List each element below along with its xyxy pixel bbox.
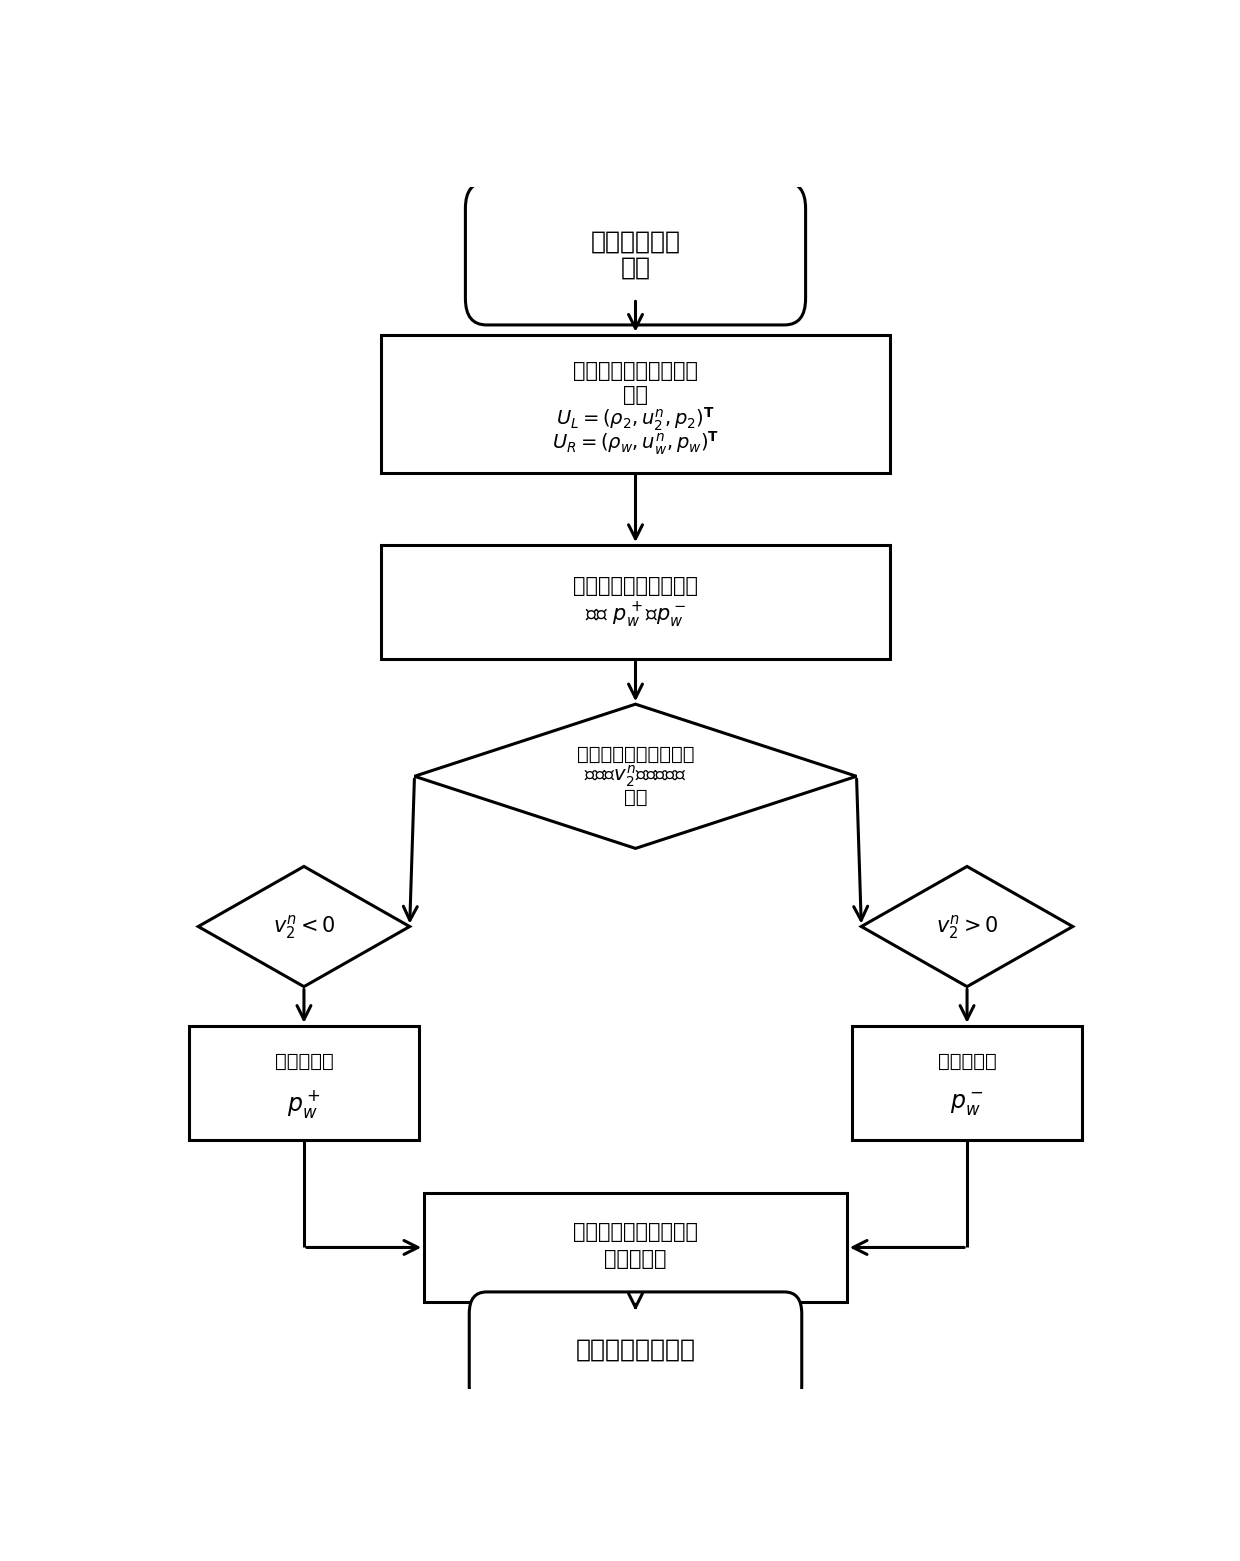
Text: 向速度$\boldsymbol{v_2^n}$来确定壁面: 向速度$\boldsymbol{v_2^n}$来确定壁面 [584, 763, 687, 788]
Text: 边界单元处理结束: 边界单元处理结束 [575, 1338, 696, 1361]
FancyBboxPatch shape [469, 1293, 802, 1408]
Text: 压力 $\boldsymbol{p_w^+}$，$\boldsymbol{p_w^-}$: 压力 $\boldsymbol{p_w^+}$，$\boldsymbol{p_w… [585, 601, 686, 631]
Polygon shape [414, 704, 857, 849]
Text: $p_w^-$: $p_w^-$ [950, 1091, 983, 1118]
Text: 算相应密度: 算相应密度 [604, 1249, 667, 1269]
Bar [381, 545, 890, 659]
Bar [381, 334, 890, 473]
Text: 压力: 压力 [624, 788, 647, 807]
Text: $v_2^n < 0$: $v_2^n < 0$ [273, 913, 335, 941]
Text: 壁面压力取: 壁面压力取 [274, 1052, 334, 1071]
Text: $U_L = (\rho_2, u_2^n, p_2)^\mathbf{T}$: $U_L = (\rho_2, u_2^n, p_2)^\mathbf{T}$ [557, 406, 714, 432]
Bar [424, 1193, 847, 1302]
Bar [852, 1026, 1083, 1140]
Text: 壁面压力取: 壁面压力取 [937, 1052, 997, 1071]
Text: $v_2^n > 0$: $v_2^n > 0$ [936, 913, 998, 941]
Text: $U_R = (\rho_w, u_w^n, p_w)^\mathbf{T}$: $U_R = (\rho_w, u_w^n, p_w)^\mathbf{T}$ [552, 429, 719, 457]
FancyBboxPatch shape [465, 183, 806, 325]
Text: 根据壁面附近单元的法: 根据壁面附近单元的法 [577, 745, 694, 765]
Text: 在边界单元构建黎曼问: 在边界单元构建黎曼问 [573, 361, 698, 381]
Text: 边界单元处理: 边界单元处理 [590, 229, 681, 253]
Polygon shape [862, 866, 1073, 987]
Text: 根据压力和密度关系计: 根据压力和密度关系计 [573, 1222, 698, 1243]
Text: 求解黎曼问题得到表面: 求解黎曼问题得到表面 [573, 576, 698, 596]
Polygon shape [198, 866, 409, 987]
Text: $p_w^+$: $p_w^+$ [288, 1088, 321, 1121]
Bar [188, 1026, 419, 1140]
Text: 开始: 开始 [620, 256, 651, 279]
Text: 题：: 题： [622, 386, 649, 406]
